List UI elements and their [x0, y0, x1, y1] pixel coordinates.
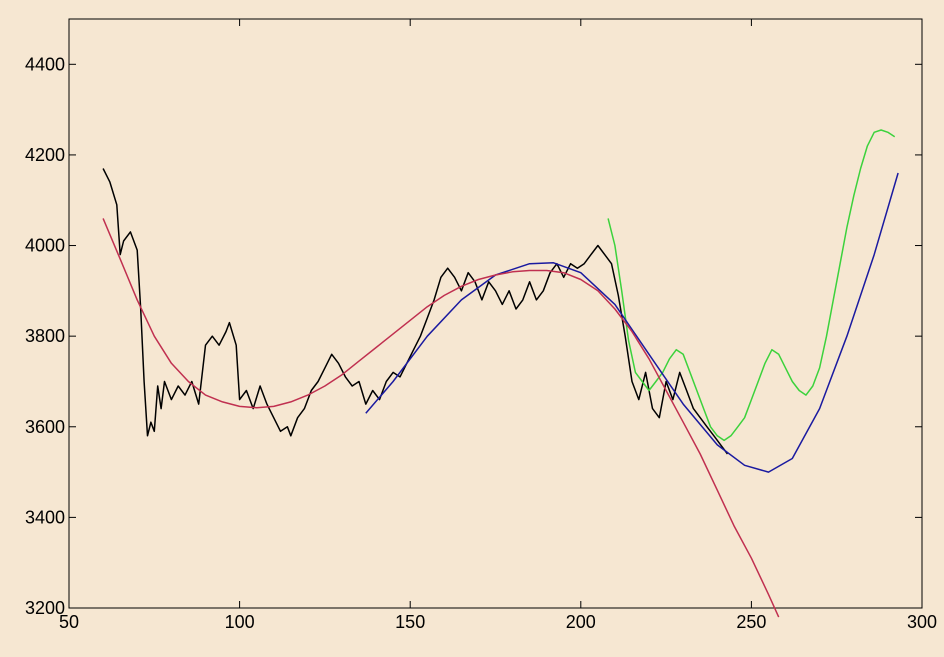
x-tick-label: 150: [395, 612, 425, 632]
plot-area: [68, 18, 923, 609]
y-tick-label: 3800: [25, 326, 65, 346]
series-line-4: [102, 218, 780, 618]
series-line-2: [607, 129, 896, 442]
y-tick-label: 3600: [25, 417, 65, 437]
y-tick-label: 3200: [25, 598, 65, 618]
series-layer: [102, 129, 899, 618]
y-tick-label: 4400: [25, 54, 65, 74]
x-axis: 50 100 150 200 250 300: [59, 19, 937, 632]
y-tick-label: 4200: [25, 145, 65, 165]
y-axis: 3200 3400 3600 3800 4000 4200 4400: [25, 54, 922, 618]
y-tick-label: 4000: [25, 236, 65, 256]
x-tick-label: 200: [566, 612, 596, 632]
series-line-1: [102, 168, 729, 455]
y-tick-label: 3400: [25, 507, 65, 527]
x-tick-label: 50: [59, 612, 79, 632]
x-tick-label: 250: [736, 612, 766, 632]
series-line-3: [365, 172, 899, 473]
x-tick-label: 300: [907, 612, 937, 632]
x-tick-label: 100: [225, 612, 255, 632]
